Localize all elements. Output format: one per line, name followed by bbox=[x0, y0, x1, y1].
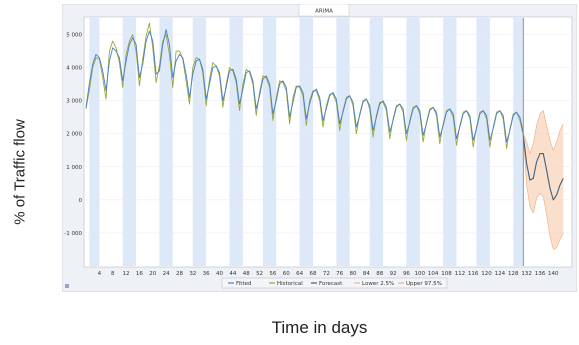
shaded-band-8 bbox=[369, 18, 384, 266]
x-tick-label-6: 28 bbox=[176, 271, 183, 277]
x-tick-label-10: 44 bbox=[229, 271, 236, 277]
x-tick-label-16: 68 bbox=[309, 271, 316, 277]
y-tick-label-6: 5 000 bbox=[66, 33, 82, 39]
shaded-band-7 bbox=[336, 18, 350, 266]
x-tick-label-27: 112 bbox=[455, 271, 466, 277]
legend-label-1: Historical bbox=[277, 281, 303, 287]
x-tick-label-29: 120 bbox=[481, 271, 492, 277]
x-tick-label-5: 24 bbox=[163, 271, 170, 277]
y-axis-label-text: % of Traffic flow bbox=[11, 119, 29, 225]
x-tick-label-22: 92 bbox=[390, 271, 397, 277]
x-tick-label-20: 84 bbox=[363, 271, 370, 277]
shaded-band-12 bbox=[513, 18, 524, 266]
x-tick-label-30: 124 bbox=[495, 271, 506, 277]
x-tick-label-18: 76 bbox=[336, 271, 343, 277]
shaded-band-1 bbox=[122, 18, 137, 266]
corner-icon bbox=[65, 284, 69, 288]
x-tick-label-0: 4 bbox=[98, 271, 102, 277]
x-tick-label-14: 60 bbox=[283, 271, 290, 277]
x-tick-label-24: 100 bbox=[415, 271, 426, 277]
x-tick-label-34: 140 bbox=[548, 271, 559, 277]
chart-title: ARIMA bbox=[315, 9, 333, 15]
shaded-band-3 bbox=[192, 18, 207, 266]
x-tick-label-17: 72 bbox=[323, 271, 330, 277]
x-tick-label-7: 32 bbox=[189, 271, 196, 277]
x-tick-label-3: 16 bbox=[136, 271, 143, 277]
shaded-band-2 bbox=[159, 18, 173, 266]
shaded-band-5 bbox=[262, 18, 277, 266]
y-tick-label-3: 2 000 bbox=[66, 132, 82, 138]
legend-label-3: Lower 2.5% bbox=[362, 281, 394, 287]
upper-bound-line bbox=[522, 110, 564, 154]
shaded-band-4 bbox=[229, 18, 243, 266]
legend-label-0: Fitted bbox=[236, 281, 251, 287]
y-tick-label-5: 4 000 bbox=[66, 66, 82, 72]
x-tick-label-28: 116 bbox=[468, 271, 479, 277]
legend-label-2: Forecast bbox=[319, 281, 343, 287]
x-tick-label-1: 8 bbox=[111, 271, 115, 277]
y-tick-label-4: 3 000 bbox=[66, 99, 82, 105]
lower-bound-line bbox=[522, 136, 564, 250]
x-tick-label-19: 80 bbox=[350, 271, 357, 277]
arima-chart: ARIMA -1 000 0 1 000 2 000 3 000 4 000 5 000 4… bbox=[62, 4, 577, 292]
x-tick-label-32: 132 bbox=[521, 271, 532, 277]
y-tick-label-2: 1 000 bbox=[66, 165, 82, 171]
x-tick-label-15: 64 bbox=[296, 271, 303, 277]
legend-label-4: Upper 97.5% bbox=[406, 281, 442, 287]
y-tick-label-0: -1 000 bbox=[64, 231, 82, 237]
shaded-band-9 bbox=[406, 18, 420, 266]
y-tick-label-1: 0 bbox=[79, 198, 83, 204]
x-tick-label-11: 48 bbox=[243, 271, 250, 277]
x-tick-label-12: 52 bbox=[256, 271, 263, 277]
fitted-line bbox=[85, 29, 524, 143]
x-axis-label: Time in days bbox=[271, 318, 368, 337]
x-tick-label-4: 20 bbox=[149, 271, 156, 277]
x-tick-label-9: 40 bbox=[216, 271, 223, 277]
shaded-band-10 bbox=[443, 18, 457, 266]
forecast-line bbox=[522, 135, 564, 201]
x-tick-label-13: 56 bbox=[269, 271, 276, 277]
x-tick-label-21: 88 bbox=[376, 271, 383, 277]
plot-area bbox=[83, 16, 573, 268]
x-tick-label-2: 12 bbox=[123, 271, 130, 277]
legend-box bbox=[221, 277, 448, 289]
x-tick-label-8: 36 bbox=[203, 271, 210, 277]
x-tick-label-31: 128 bbox=[508, 271, 519, 277]
shaded-band-11 bbox=[476, 18, 490, 266]
shaded-band-6 bbox=[299, 18, 313, 266]
x-tick-label-33: 136 bbox=[535, 271, 546, 277]
x-tick-label-25: 104 bbox=[428, 271, 439, 277]
confidence-interval-area bbox=[523, 110, 564, 250]
x-tick-label-26: 108 bbox=[441, 271, 452, 277]
title-box bbox=[298, 4, 350, 17]
x-tick-label-23: 96 bbox=[403, 271, 410, 277]
shaded-band-0 bbox=[89, 18, 100, 266]
